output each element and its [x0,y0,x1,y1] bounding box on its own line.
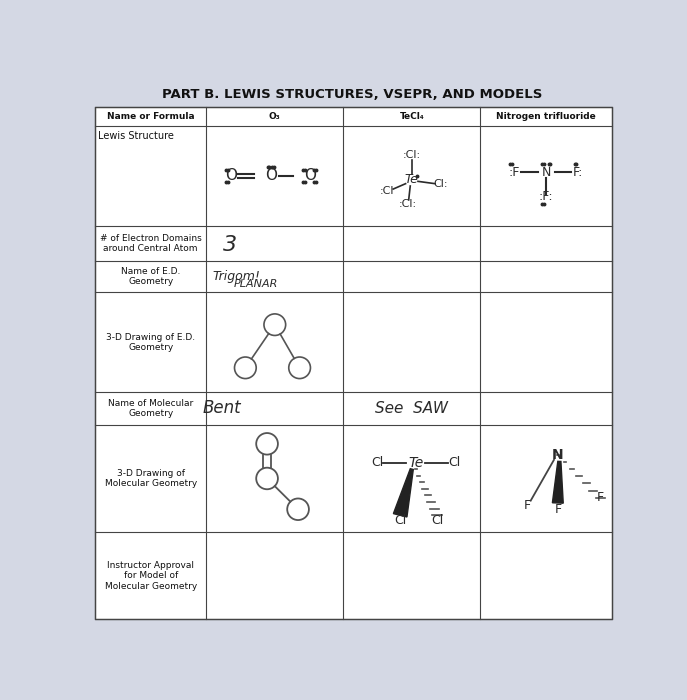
Text: Name or Formula: Name or Formula [107,112,194,121]
Text: O: O [225,169,236,183]
Text: O₃: O₃ [269,112,281,121]
Text: :F: :F [508,166,519,179]
Text: Cl:: Cl: [433,178,448,189]
Text: 3: 3 [223,234,236,255]
Text: :F:: :F: [539,190,554,203]
Text: Instructor Approval
for Model of
Molecular Geometry: Instructor Approval for Model of Molecul… [104,561,197,591]
Polygon shape [552,461,563,503]
Text: # of Electron Domains
around Central Atom: # of Electron Domains around Central Ato… [100,234,201,253]
Text: N: N [552,448,563,462]
Text: F: F [554,503,561,516]
Text: O: O [265,169,277,183]
Text: N: N [541,166,551,179]
Text: Cl: Cl [431,514,444,527]
Text: Name of E.D.
Geometry: Name of E.D. Geometry [121,267,181,286]
Text: Cl: Cl [394,514,406,527]
Text: PLANAR: PLANAR [234,279,278,289]
Text: See  SAW: See SAW [375,401,449,416]
Text: Te: Te [405,174,419,186]
Text: :Cl: :Cl [380,186,394,197]
Text: Nitrogen trifluoride: Nitrogen trifluoride [496,112,596,121]
Text: :Cl:: :Cl: [403,150,421,160]
Text: 3-D Drawing of E.D.
Geometry: 3-D Drawing of E.D. Geometry [106,332,195,352]
Text: O: O [304,169,316,183]
Text: Bent: Bent [203,400,241,417]
Text: Cl: Cl [371,456,383,470]
Polygon shape [394,469,414,517]
Text: TeCl₄: TeCl₄ [399,112,424,121]
Text: :Cl:: :Cl: [399,199,417,209]
Text: 3-D Drawing of
Molecular Geometry: 3-D Drawing of Molecular Geometry [104,468,197,488]
Text: PART B. LEWIS STRUCTURES, VSEPR, AND MODELS: PART B. LEWIS STRUCTURES, VSEPR, AND MOD… [162,88,542,102]
Text: Cl: Cl [449,456,460,470]
Text: F:: F: [573,166,584,179]
Text: Trigom!: Trigom! [212,270,260,283]
Text: Lewis Structure: Lewis Structure [98,131,174,141]
Text: F: F [523,499,530,512]
Text: Te: Te [408,456,423,470]
Text: Name of Molecular
Geometry: Name of Molecular Geometry [108,399,193,418]
Text: F: F [597,491,604,504]
